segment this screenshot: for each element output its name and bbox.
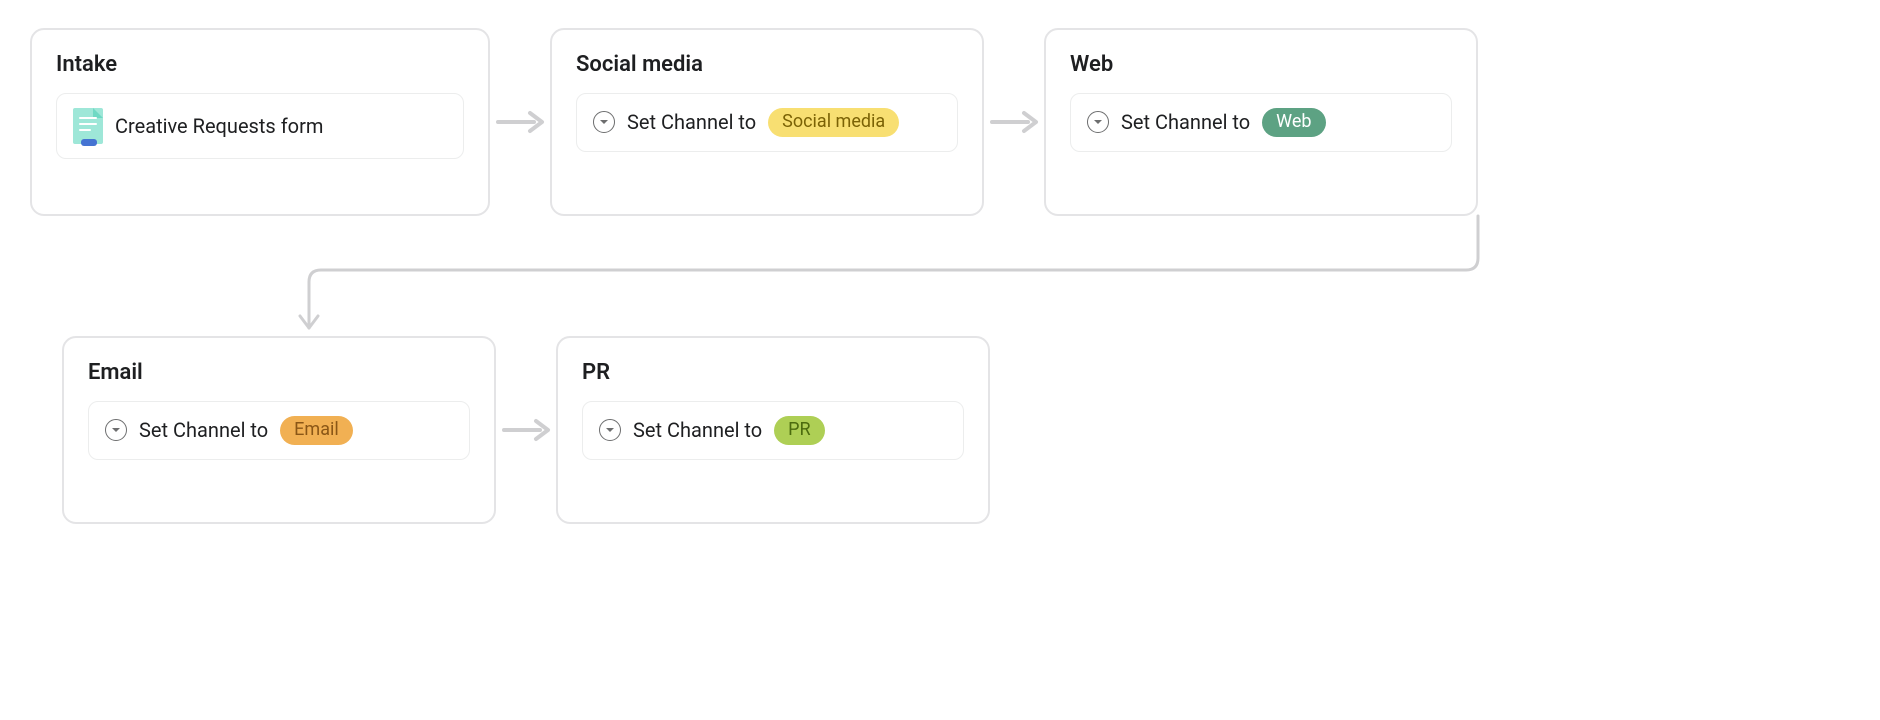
card-title-intake: Intake [56,52,464,77]
connector-web-to-email [30,216,1850,336]
card-social-media[interactable]: Social media Set Channel to Social media [550,28,984,216]
action-pr[interactable]: Set Channel to PR [582,401,964,460]
card-email[interactable]: Email Set Channel to Email [62,336,496,524]
action-prefix-pr: Set Channel to [633,418,762,442]
flow-row-1: Intake Creative Requests form Social med… [30,28,1850,216]
action-email[interactable]: Set Channel to Email [88,401,470,460]
action-prefix-web: Set Channel to [1121,110,1250,134]
channel-pill-web: Web [1262,108,1325,137]
dropdown-trigger-icon[interactable] [593,111,615,133]
channel-pill-email: Email [280,416,353,445]
arrow-social-to-web [984,108,1044,136]
flow-row-2: Email Set Channel to Email PR Set Channe… [62,336,1850,524]
intake-form-item[interactable]: Creative Requests form [56,93,464,159]
arrow-email-to-pr [496,416,556,444]
channel-pill-social: Social media [768,108,899,137]
card-title-social: Social media [576,52,958,77]
arrow-intake-to-social [490,108,550,136]
channel-pill-label: Email [294,419,339,441]
action-prefix-email: Set Channel to [139,418,268,442]
channel-pill-label: Social media [782,111,885,133]
action-social-media[interactable]: Set Channel to Social media [576,93,958,152]
dropdown-trigger-icon[interactable] [599,419,621,441]
intake-form-label: Creative Requests form [115,114,323,138]
dropdown-trigger-icon[interactable] [105,419,127,441]
channel-pill-label: Web [1276,111,1311,133]
card-title-email: Email [88,360,470,385]
card-title-web: Web [1070,52,1452,77]
card-intake[interactable]: Intake Creative Requests form [30,28,490,216]
card-pr[interactable]: PR Set Channel to PR [556,336,990,524]
form-icon [73,108,103,144]
dropdown-trigger-icon[interactable] [1087,111,1109,133]
action-web[interactable]: Set Channel to Web [1070,93,1452,152]
card-title-pr: PR [582,360,964,385]
channel-pill-pr: PR [774,416,824,445]
card-web[interactable]: Web Set Channel to Web [1044,28,1478,216]
channel-pill-label: PR [788,419,810,441]
action-prefix-social: Set Channel to [627,110,756,134]
